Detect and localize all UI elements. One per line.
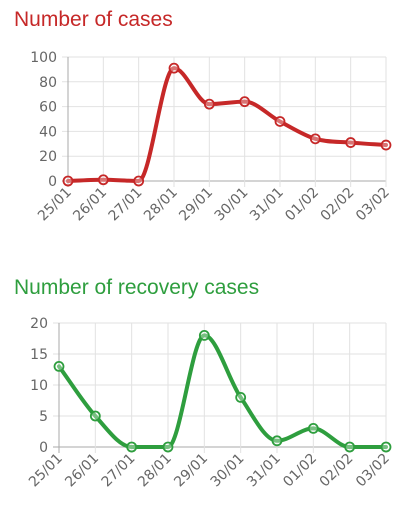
cases-data-point[interactable] — [239, 96, 251, 108]
cases-x-tick-label: 25/01 — [35, 185, 75, 225]
cases-data-point[interactable] — [345, 137, 357, 148]
recovery-data-point[interactable] — [126, 441, 138, 453]
cases-y-tick-label: 0 — [48, 174, 57, 190]
cases-data-point[interactable] — [380, 139, 392, 151]
cases-data-point[interactable] — [274, 116, 286, 127]
cases-x-tick-label: 26/01 — [70, 185, 110, 225]
cases-data-point[interactable] — [133, 175, 145, 187]
cases-chart: 0 20 40 60 80 100 25/01 26/01 27/01 28/01 29/01 30/… — [0, 0, 412, 250]
cases-x-tick-label: 03/02 — [353, 185, 393, 225]
recovery-chart-title: Number of recovery cases — [14, 276, 260, 299]
cases-x-tick-label: 31/01 — [247, 185, 287, 225]
cases-chart-title: Number of cases — [14, 8, 173, 31]
cases-y-tick-label: 80 — [39, 75, 57, 91]
cases-data-points — [62, 62, 392, 187]
recovery-x-tick-label: 03/02 — [353, 451, 393, 491]
cases-data-point[interactable] — [62, 175, 74, 187]
recovery-x-tick-label: 25/01 — [26, 451, 66, 491]
recovery-x-tick-label: 02/02 — [317, 451, 357, 491]
recovery-data-point[interactable] — [380, 441, 392, 453]
recovery-x-tick-label: 28/01 — [135, 451, 175, 491]
cases-chart-svg: 0 20 40 60 80 100 25/0126/0127/0128/0129/0130/… — [30, 50, 393, 225]
cases-x-tick-label: 27/01 — [106, 185, 146, 225]
recovery-data-points — [53, 330, 392, 453]
cases-y-tick-labels: 0 20 40 60 80 100 — [30, 50, 57, 190]
recovery-data-point[interactable] — [162, 441, 174, 453]
recovery-y-tick-label: 20 — [30, 316, 48, 332]
cases-x-tick-label: 29/01 — [176, 185, 216, 225]
cases-x-tick-label: 30/01 — [212, 185, 252, 225]
recovery-chart-svg: 0 5 10 15 20 25/0126/0127/0128/0129/0130/0131… — [26, 316, 393, 491]
cases-x-tick-label: 01/02 — [282, 185, 322, 225]
cases-x-tick-label: 02/02 — [318, 185, 358, 225]
recovery-y-tick-labels: 0 5 10 15 20 — [30, 316, 48, 456]
cases-y-tick-label: 60 — [39, 100, 57, 116]
cases-x-tick-label: 28/01 — [141, 185, 181, 225]
cases-series-line — [66, 66, 388, 183]
cases-data-point[interactable] — [203, 98, 215, 110]
cases-y-tick-label: 20 — [39, 149, 57, 165]
recovery-x-tick-label: 27/01 — [99, 451, 139, 491]
recovery-data-point[interactable] — [271, 435, 283, 447]
recovery-chart: 0 5 10 15 20 25/01 26/01 27/01 28/01 29/01 30/01 31… — [0, 268, 412, 508]
recovery-data-point[interactable] — [198, 330, 210, 341]
cases-y-tick-label: 100 — [30, 50, 57, 66]
recovery-data-point[interactable] — [53, 361, 65, 372]
recovery-data-point[interactable] — [235, 391, 247, 403]
recovery-data-point[interactable] — [89, 410, 101, 422]
cases-gridlines — [62, 56, 387, 187]
recovery-y-tick-label: 5 — [39, 409, 48, 425]
recovery-gridlines — [53, 322, 387, 453]
cases-data-point[interactable] — [168, 62, 180, 74]
recovery-x-tick-label: 01/02 — [280, 451, 320, 491]
recovery-x-tick-label: 30/01 — [208, 451, 248, 491]
recovery-data-point[interactable] — [307, 422, 319, 434]
cases-data-point[interactable] — [97, 174, 109, 186]
cases-x-tick-labels: 25/0126/0127/0128/0129/0130/0131/0101/02… — [35, 185, 393, 225]
cases-data-point[interactable] — [309, 133, 321, 145]
cases-y-tick-label: 40 — [39, 124, 57, 140]
recovery-x-tick-label: 29/01 — [171, 451, 211, 491]
recovery-y-tick-label: 10 — [30, 378, 48, 394]
recovery-x-tick-labels: 25/0126/0127/0128/0129/0130/0131/0101/02… — [26, 451, 393, 491]
recovery-x-tick-label: 31/01 — [244, 451, 284, 491]
recovery-data-point[interactable] — [344, 441, 356, 453]
recovery-x-tick-label: 26/01 — [62, 451, 102, 491]
recovery-y-tick-label: 0 — [39, 440, 48, 456]
recovery-y-tick-label: 15 — [30, 347, 48, 363]
recovery-series-line — [57, 333, 388, 449]
